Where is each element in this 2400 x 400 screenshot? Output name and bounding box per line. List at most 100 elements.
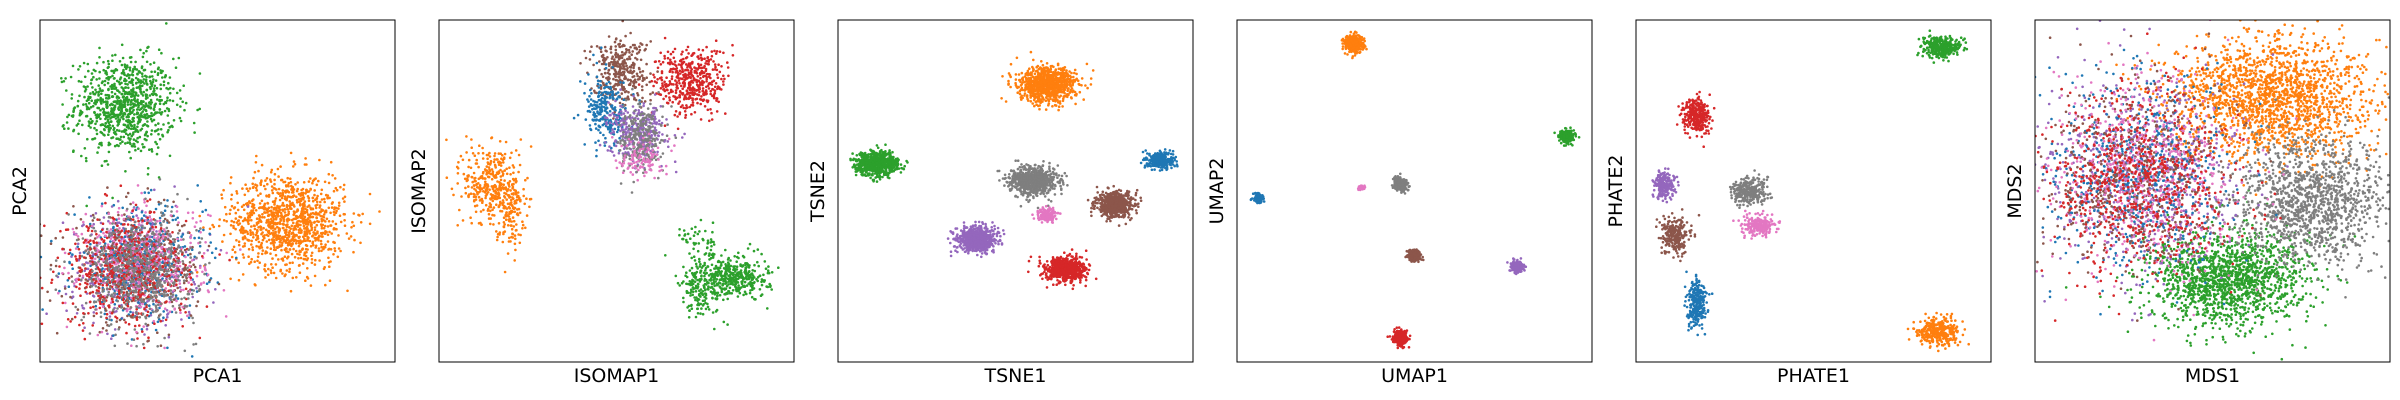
data-point bbox=[183, 245, 187, 248]
data-point bbox=[105, 105, 108, 109]
data-point bbox=[146, 323, 150, 327]
data-point bbox=[131, 201, 135, 204]
data-point bbox=[107, 215, 111, 219]
data-point bbox=[234, 227, 237, 231]
data-point bbox=[310, 226, 314, 230]
data-point bbox=[68, 261, 71, 265]
data-point bbox=[111, 217, 115, 220]
data-point bbox=[225, 212, 228, 216]
data-point bbox=[181, 275, 185, 279]
data-point bbox=[126, 113, 130, 117]
data-point bbox=[145, 138, 148, 142]
data-point bbox=[256, 237, 260, 240]
data-point bbox=[178, 286, 182, 289]
data-point bbox=[278, 240, 282, 244]
data-point bbox=[139, 305, 143, 309]
data-point bbox=[157, 66, 160, 69]
data-point bbox=[202, 281, 206, 284]
data-point bbox=[252, 185, 255, 189]
data-point bbox=[144, 279, 147, 282]
data-point bbox=[151, 265, 155, 269]
data-point bbox=[94, 88, 97, 92]
data-point bbox=[198, 251, 201, 254]
data-point bbox=[91, 263, 94, 266]
data-point bbox=[111, 54, 114, 57]
data-point bbox=[235, 190, 238, 193]
data-point bbox=[281, 272, 284, 275]
data-point bbox=[154, 140, 157, 144]
data-point bbox=[106, 97, 110, 100]
data-point bbox=[149, 311, 153, 315]
data-point bbox=[269, 252, 272, 255]
data-point bbox=[43, 224, 46, 228]
data-point bbox=[108, 315, 112, 318]
data-point bbox=[26, 299, 29, 302]
data-point bbox=[139, 255, 142, 258]
data-point bbox=[159, 201, 163, 205]
data-point bbox=[126, 241, 130, 245]
data-point bbox=[165, 226, 169, 230]
data-point bbox=[470, 138, 473, 141]
data-point bbox=[327, 220, 331, 223]
data-point bbox=[471, 180, 475, 184]
data-point bbox=[154, 328, 158, 332]
data-point bbox=[130, 88, 133, 92]
data-point bbox=[98, 87, 102, 90]
data-point bbox=[282, 180, 285, 184]
data-point bbox=[122, 294, 125, 297]
data-point bbox=[242, 208, 246, 212]
data-point bbox=[332, 210, 336, 214]
data-point bbox=[159, 319, 162, 323]
data-point bbox=[87, 226, 90, 230]
data-point bbox=[140, 269, 144, 273]
data-point bbox=[128, 150, 131, 154]
data-point bbox=[259, 225, 262, 228]
data-point bbox=[64, 228, 68, 231]
data-point bbox=[168, 76, 172, 79]
data-point bbox=[75, 280, 78, 284]
data-point bbox=[101, 80, 104, 83]
data-point bbox=[296, 201, 299, 204]
data-point bbox=[183, 349, 187, 353]
data-point bbox=[126, 314, 129, 318]
data-point bbox=[291, 242, 294, 246]
data-point bbox=[75, 285, 78, 289]
data-point bbox=[125, 266, 128, 270]
data-point bbox=[328, 196, 331, 200]
data-point bbox=[126, 133, 130, 137]
data-point bbox=[71, 280, 74, 283]
data-point bbox=[206, 213, 210, 217]
data-point bbox=[297, 244, 301, 248]
data-point bbox=[54, 264, 58, 268]
data-point bbox=[261, 249, 265, 252]
data-point bbox=[107, 324, 111, 328]
cluster-points bbox=[60, 22, 202, 208]
data-point bbox=[142, 90, 146, 94]
data-point bbox=[155, 299, 158, 302]
data-point bbox=[137, 117, 141, 121]
data-point bbox=[97, 282, 101, 286]
data-point bbox=[145, 112, 149, 116]
data-point bbox=[296, 252, 299, 256]
data-point bbox=[175, 299, 178, 303]
data-point bbox=[87, 101, 91, 105]
data-point bbox=[270, 185, 274, 188]
data-point bbox=[303, 210, 306, 213]
data-point bbox=[274, 276, 278, 280]
data-point bbox=[110, 293, 113, 297]
data-point bbox=[89, 256, 93, 260]
data-point bbox=[118, 235, 121, 239]
data-point bbox=[290, 252, 294, 256]
data-point bbox=[292, 234, 296, 238]
data-point bbox=[157, 200, 160, 204]
data-point bbox=[175, 210, 179, 213]
data-point bbox=[179, 308, 182, 312]
data-point bbox=[94, 300, 98, 304]
data-point bbox=[197, 289, 201, 293]
data-point bbox=[126, 65, 129, 69]
data-point bbox=[138, 316, 142, 319]
data-point bbox=[103, 79, 107, 83]
data-point bbox=[313, 236, 317, 240]
data-point bbox=[328, 247, 331, 251]
